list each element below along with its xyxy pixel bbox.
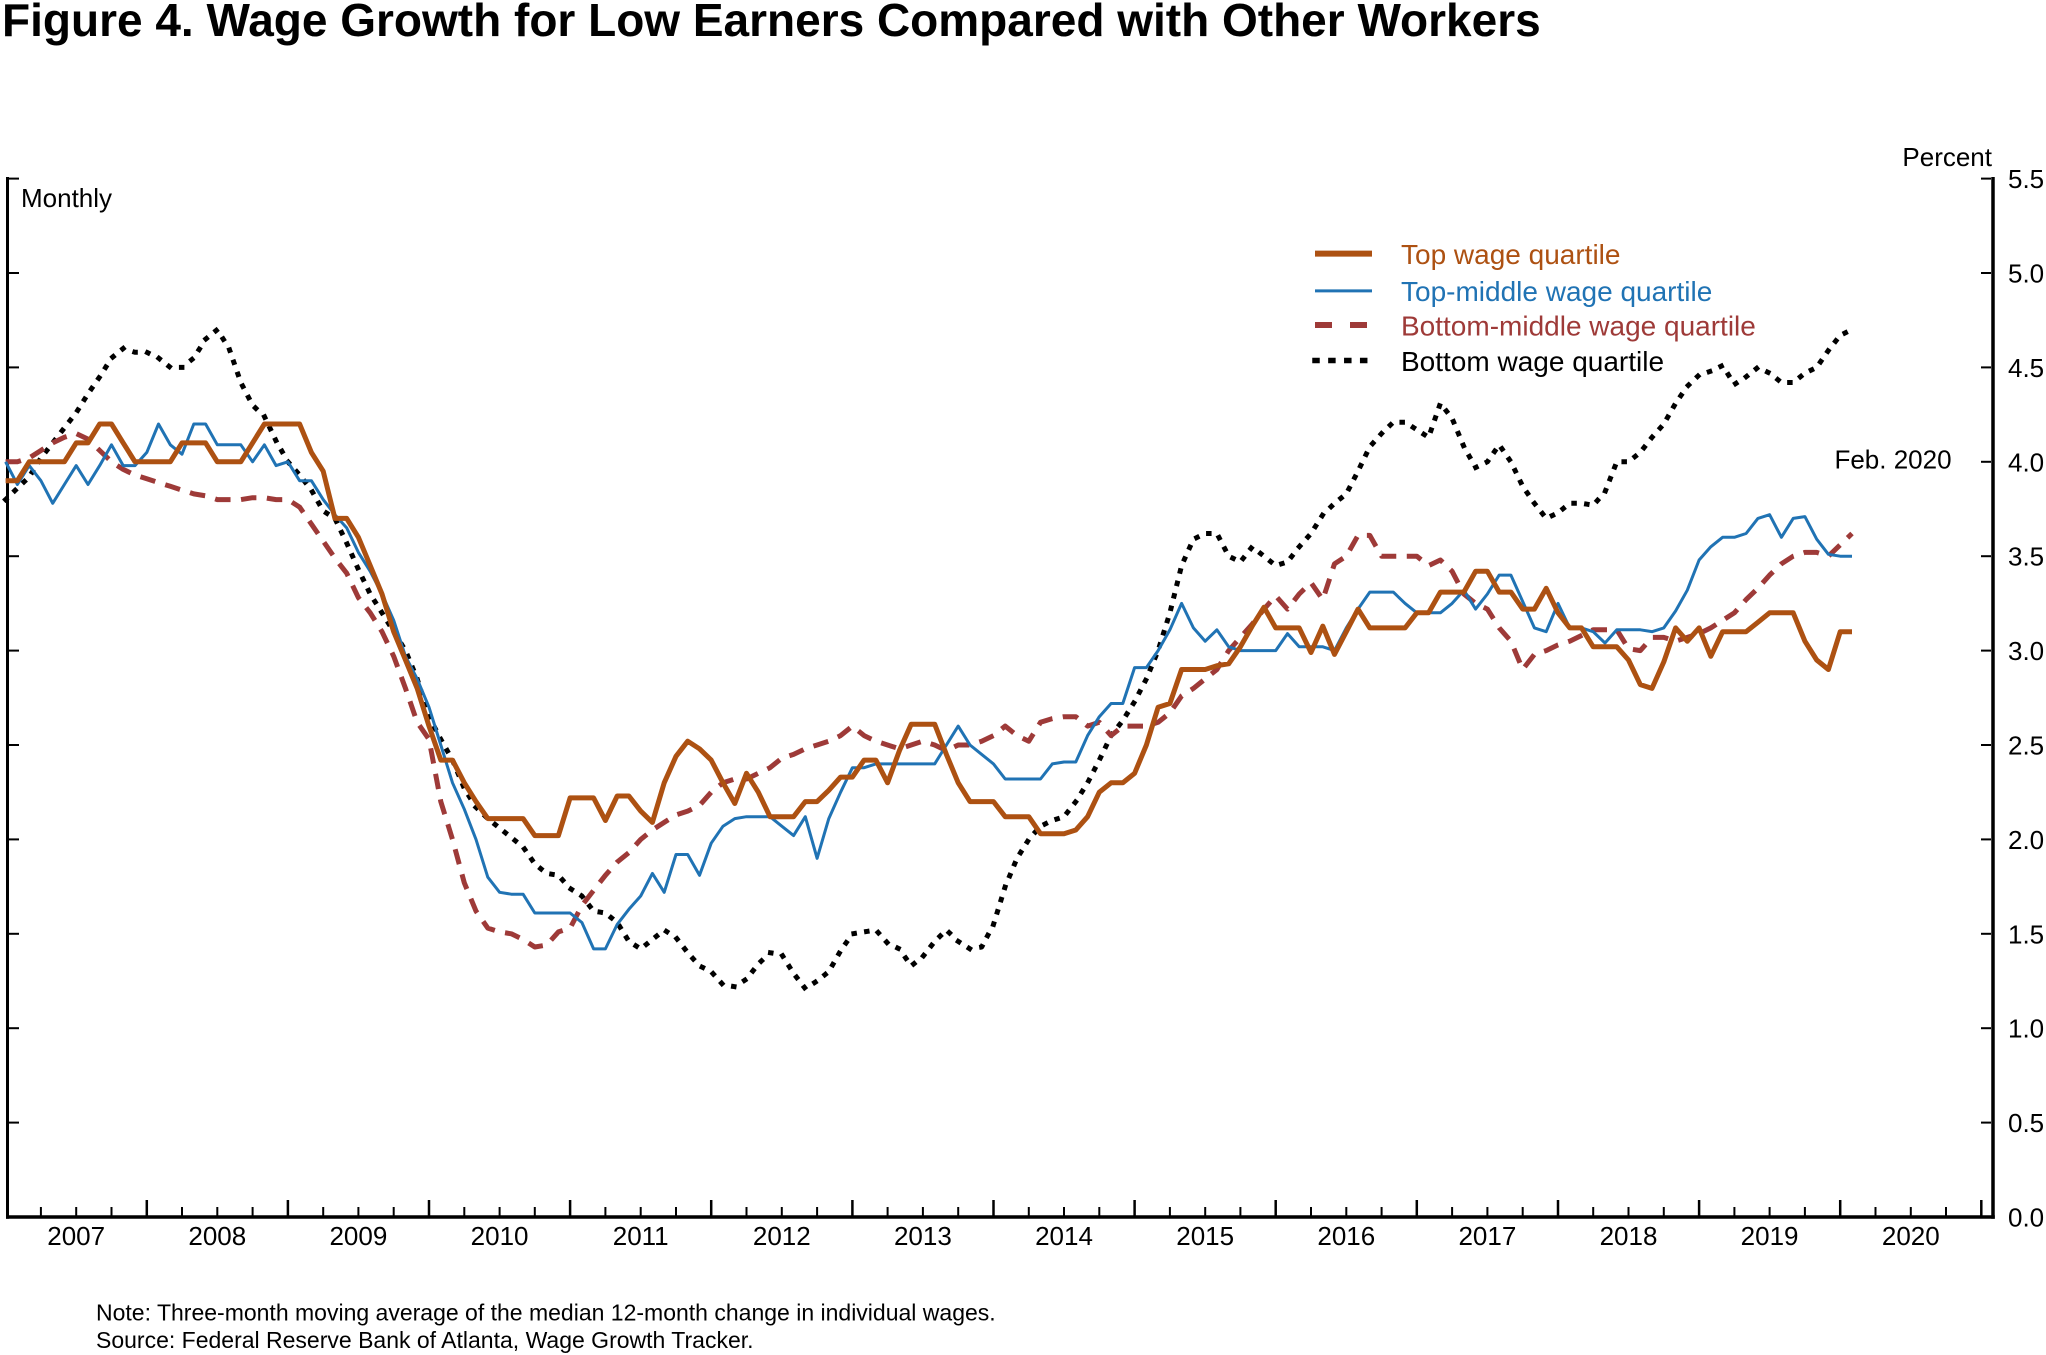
svg-text:2018: 2018 <box>1600 1221 1658 1251</box>
svg-text:Monthly: Monthly <box>21 183 112 213</box>
svg-text:2014: 2014 <box>1035 1221 1093 1251</box>
svg-text:Source: Federal Reserve Bank o: Source: Federal Reserve Bank of Atlanta,… <box>96 1327 754 1353</box>
svg-text:2012: 2012 <box>753 1221 811 1251</box>
svg-text:2007: 2007 <box>47 1221 105 1251</box>
svg-text:Bottom wage quartile: Bottom wage quartile <box>1401 346 1664 377</box>
svg-text:2008: 2008 <box>188 1221 246 1251</box>
svg-text:Bottom-middle wage quartile: Bottom-middle wage quartile <box>1401 311 1756 342</box>
svg-text:Top wage quartile: Top wage quartile <box>1401 239 1620 270</box>
svg-text:3.5: 3.5 <box>2008 542 2044 572</box>
svg-text:2011: 2011 <box>613 1221 669 1251</box>
svg-text:5.0: 5.0 <box>2008 259 2044 289</box>
svg-text:2.5: 2.5 <box>2008 731 2044 761</box>
svg-text:2016: 2016 <box>1317 1221 1375 1251</box>
svg-text:2010: 2010 <box>471 1221 529 1251</box>
svg-text:2019: 2019 <box>1741 1221 1799 1251</box>
svg-text:2013: 2013 <box>894 1221 952 1251</box>
svg-text:2.0: 2.0 <box>2008 825 2044 855</box>
svg-text:2009: 2009 <box>329 1221 387 1251</box>
svg-text:4.5: 4.5 <box>2008 353 2044 383</box>
svg-text:5.5: 5.5 <box>2008 164 2044 194</box>
svg-text:3.0: 3.0 <box>2008 636 2044 666</box>
svg-text:2015: 2015 <box>1176 1221 1234 1251</box>
svg-text:2017: 2017 <box>1458 1221 1516 1251</box>
svg-text:Feb. 2020: Feb. 2020 <box>1834 445 1951 475</box>
svg-text:1.5: 1.5 <box>2008 919 2044 949</box>
svg-text:2020: 2020 <box>1882 1221 1940 1251</box>
svg-text:Figure 4. Wage Growth for Low: Figure 4. Wage Growth for Low Earners Co… <box>2 0 1541 46</box>
svg-text:4.0: 4.0 <box>2008 447 2044 477</box>
svg-text:0.0: 0.0 <box>2008 1203 2044 1233</box>
svg-text:0.5: 0.5 <box>2008 1108 2044 1138</box>
svg-text:Percent: Percent <box>1902 142 1992 172</box>
svg-text:Note: Three-month moving avera: Note: Three-month moving average of the … <box>96 1300 996 1326</box>
svg-text:Top-middle wage quartile: Top-middle wage quartile <box>1401 276 1712 307</box>
svg-text:1.0: 1.0 <box>2008 1014 2044 1044</box>
